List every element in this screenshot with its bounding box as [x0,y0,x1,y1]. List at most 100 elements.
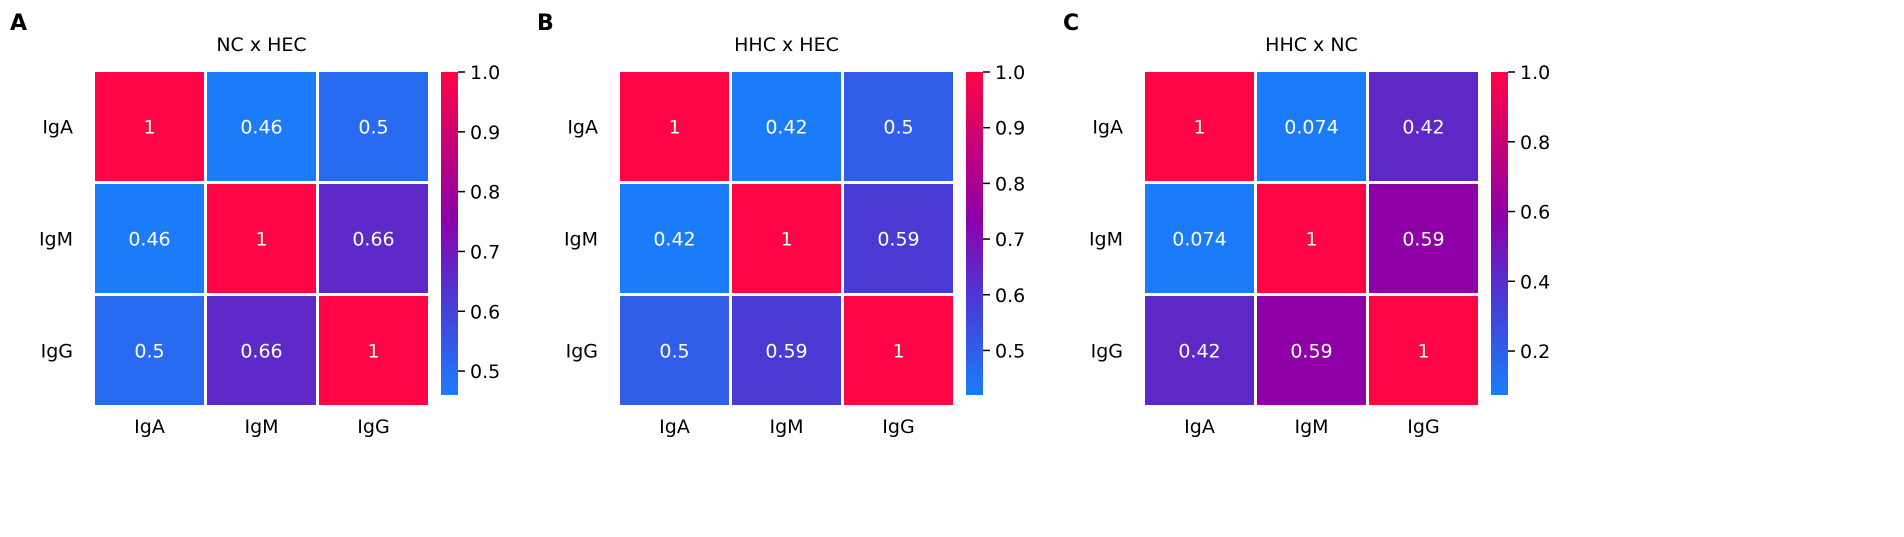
colorbar-tick-label: 1.0 [995,62,1025,84]
cell-value-label: 1 [1193,117,1205,139]
colorbar-tick-label: 0.8 [470,182,500,204]
cell-value-label: 1 [255,229,267,251]
cell-value-label: 1 [143,117,155,139]
colorbar-tick-label: 0.9 [470,122,500,144]
column-label: IgM [769,416,803,438]
row-label: IgM [1089,229,1123,251]
cell-value-label: 0.66 [352,229,394,251]
heatmap-cell-iga-igg [844,72,953,181]
heatmap-cell-igm-iga [620,184,729,293]
cell-value-label: 0.42 [653,229,695,251]
cell-value-label: 1 [1417,341,1429,363]
cell-value-label: 0.5 [358,117,388,139]
cell-value-label: 1 [892,341,904,363]
cell-value-label: 0.46 [240,117,282,139]
row-label: IgG [566,341,598,363]
heatmap-cell-igm-igg [319,184,428,293]
cell-value-label: 0.074 [1172,229,1226,251]
heatmap-panel-b: B HHC x HEC 1 0.42 0.5 0.42 1 0.59 0.5 0.59 1 IgA Ig… [537,11,1025,438]
colorbar-tick-label: 0.4 [1520,271,1550,293]
colorbar-tick-label: 0.5 [470,361,500,383]
heatmap-panel-a: A NC x HEC 1 0.46 0.5 0.46 1 0.66 0.5 0.66 1 IgA IgM… [10,11,500,438]
panel-label: A [10,11,27,36]
cell-value-label: 0.42 [1402,117,1444,139]
heatmap-cell-igm-igg [1369,184,1478,293]
cell-value-label: 0.59 [1290,341,1332,363]
heatmap-cell-igg-igm [732,296,841,405]
colorbar-tick-label: 1.0 [470,62,500,84]
heatmap-cell-iga-iga [95,72,204,181]
heatmap-cell-igg-igg [1369,296,1478,405]
column-label: IgA [659,416,690,438]
colorbar-tick-label: 0.8 [995,173,1025,195]
heatmap-cell-igg-igm [207,296,316,405]
cell-value-label: 1 [367,341,379,363]
colorbar-tick-label: 0.7 [470,241,500,263]
column-label: IgM [1294,416,1328,438]
colorbar-tick-label: 0.7 [995,229,1025,251]
row-label: IgA [1092,117,1123,139]
heatmap-cell-igm-iga [1145,184,1254,293]
heatmap-cell-igg-igg [844,296,953,405]
colorbar-tick-label: 1.0 [1520,62,1550,84]
colorbar [441,72,458,395]
heatmap-cell-igg-iga [1145,296,1254,405]
heatmap-cell-iga-iga [1145,72,1254,181]
heatmap-cell-iga-igm [732,72,841,181]
row-label: IgG [1091,341,1123,363]
heatmap-cell-iga-igm [1257,72,1366,181]
row-label: IgA [42,117,73,139]
chart-title: NC x HEC [216,34,306,56]
cell-value-label: 0.5 [659,341,689,363]
heatmap-cell-igm-igm [1257,184,1366,293]
colorbar [1491,72,1508,395]
colorbar [966,72,983,395]
heatmap-cell-igm-igg [844,184,953,293]
chart-title: HHC x HEC [734,34,839,56]
cell-value-label: 1 [668,117,680,139]
cell-value-label: 0.5 [134,341,164,363]
heatmap-cell-igg-iga [95,296,204,405]
column-label: IgM [244,416,278,438]
panel-label: C [1063,11,1079,36]
chart-title: HHC x NC [1265,34,1358,56]
cell-value-label: 0.66 [240,341,282,363]
heatmap-cell-igg-igm [1257,296,1366,405]
heatmap-panel-c: C HHC x NC 1 0.074 0.42 0.074 1 0.59 0.42 0.59 1 Ig… [1063,11,1550,438]
heatmap-cell-iga-iga [620,72,729,181]
cell-value-label: 0.5 [883,117,913,139]
heatmap-cell-igm-iga [95,184,204,293]
cell-value-label: 0.59 [1402,229,1444,251]
colorbar-tick-label: 0.6 [995,285,1025,307]
heatmap-cell-iga-igg [1369,72,1478,181]
heatmap-cell-iga-igg [319,72,428,181]
cell-value-label: 0.59 [877,229,919,251]
cell-value-label: 0.59 [765,341,807,363]
cell-value-label: 0.074 [1284,117,1338,139]
heatmap-cell-iga-igm [207,72,316,181]
cell-value-label: 1 [1305,229,1317,251]
heatmap-cell-igg-iga [620,296,729,405]
colorbar-tick-label: 0.9 [995,118,1025,140]
cell-value-label: 0.46 [128,229,170,251]
colorbar-tick-label: 0.6 [470,301,500,323]
cell-value-label: 1 [780,229,792,251]
cell-value-label: 0.42 [1178,341,1220,363]
colorbar-tick-label: 0.6 [1520,202,1550,224]
row-label: IgG [41,341,73,363]
row-label: IgM [39,229,73,251]
heatmap-cell-igm-igm [207,184,316,293]
column-label: IgG [357,416,389,438]
heatmap-cell-igm-igm [732,184,841,293]
column-label: IgG [882,416,914,438]
colorbar-tick-label: 0.5 [995,340,1025,362]
colorbar-tick-label: 0.8 [1520,132,1550,154]
colorbar-tick-label: 0.2 [1520,341,1550,363]
column-label: IgG [1407,416,1439,438]
row-label: IgM [564,229,598,251]
heatmap-cell-igg-igg [319,296,428,405]
panel-label: B [537,11,554,36]
column-label: IgA [134,416,165,438]
column-label: IgA [1184,416,1215,438]
cell-value-label: 0.42 [765,117,807,139]
